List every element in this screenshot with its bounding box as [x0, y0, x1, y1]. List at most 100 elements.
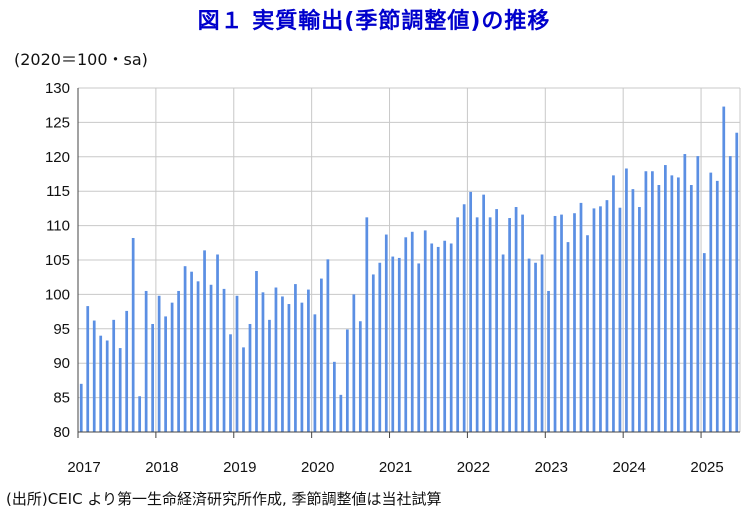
bar [573, 213, 576, 432]
bar [294, 284, 297, 432]
bar [423, 230, 427, 432]
bar [495, 209, 498, 432]
x-tick-label: 2021 [379, 459, 412, 476]
bar [397, 257, 401, 432]
axes [77, 88, 740, 438]
bar [592, 208, 596, 432]
bar [332, 361, 336, 432]
bar [702, 253, 706, 432]
x-tick-label: 2020 [301, 459, 334, 476]
bar [99, 335, 103, 432]
bar [657, 185, 661, 432]
source-note: (出所)CEIC より第一生命経済研究所作成, 季節調整値は当社試算 [6, 490, 442, 508]
bar [689, 185, 693, 432]
bar [274, 287, 278, 432]
bar [222, 288, 226, 432]
bar [112, 319, 116, 432]
x-tick-label: 2023 [535, 459, 568, 476]
bar [209, 284, 213, 432]
bar [670, 175, 674, 432]
bar [599, 206, 602, 432]
bar [248, 323, 252, 432]
bar [651, 171, 654, 433]
y-tick-label: 100 [45, 286, 70, 303]
y-tick-label: 115 [46, 183, 70, 200]
bar [371, 274, 375, 432]
bar [644, 171, 648, 433]
bar [722, 106, 726, 433]
bar [79, 383, 83, 432]
bar [281, 296, 284, 432]
bar [300, 302, 304, 432]
bar [131, 237, 135, 432]
bar [118, 348, 122, 432]
bar [365, 217, 369, 432]
bar [631, 189, 635, 432]
bar [527, 258, 531, 432]
bar [339, 394, 343, 432]
bar [287, 304, 291, 432]
bar [521, 214, 524, 432]
bar [384, 234, 388, 432]
y-tick-labels: 80 85 90 95 100 105 110 115 120 125 130 [45, 80, 70, 441]
bar [242, 347, 245, 432]
bar [618, 207, 622, 432]
bar [683, 154, 687, 432]
bar [540, 254, 544, 432]
bar [326, 259, 330, 432]
bar [320, 278, 323, 432]
y-tick-label: 105 [45, 252, 70, 269]
bar [177, 290, 180, 432]
bar [566, 242, 570, 432]
bar [183, 266, 187, 432]
bar [553, 215, 557, 432]
grid-lines [78, 87, 741, 432]
bar [625, 168, 628, 432]
y-tick-label: 85 [53, 390, 70, 407]
bar [313, 314, 317, 432]
y-tick-label: 90 [53, 355, 70, 372]
y-tick-label: 95 [53, 321, 70, 338]
bar [216, 254, 219, 432]
x-tick-label: 2017 [67, 459, 100, 476]
bar [728, 156, 732, 432]
bar [261, 292, 265, 432]
bar [534, 262, 537, 432]
bar [410, 231, 414, 432]
bar [462, 204, 466, 432]
bar [164, 316, 167, 432]
bar [605, 200, 609, 432]
bar [449, 243, 453, 432]
bar [735, 132, 739, 432]
y-tick-label: 120 [45, 149, 70, 166]
bars [79, 106, 739, 433]
bar [125, 310, 129, 432]
x-tick-label: 2025 [690, 459, 723, 476]
bar [488, 217, 492, 432]
x-tick-label: 2024 [612, 459, 645, 476]
x-tick-label: 2018 [145, 459, 178, 476]
bar [92, 320, 96, 432]
x-tick-label: 2022 [457, 459, 490, 476]
bar [638, 207, 641, 432]
bar [307, 289, 310, 432]
bar [417, 263, 421, 432]
bar [345, 329, 349, 432]
bar [612, 175, 615, 432]
bar [404, 237, 408, 432]
bar [86, 306, 90, 432]
bar [138, 396, 142, 432]
bar [560, 214, 563, 432]
y-tick-label: 130 [45, 80, 70, 97]
bar [508, 218, 511, 432]
bar [709, 172, 713, 432]
bar [352, 294, 356, 432]
x-tick-labels: 2017 2018 2019 2020 2021 2022 2023 2024 2025 [67, 459, 723, 476]
bar [547, 290, 550, 432]
bar [676, 177, 680, 432]
y-tick-label: 80 [53, 424, 70, 441]
bar [229, 334, 232, 432]
bar [482, 194, 486, 432]
bar [144, 290, 148, 432]
chart-title: 図１ 実質輸出(季節調整値)の推移 [197, 9, 551, 34]
